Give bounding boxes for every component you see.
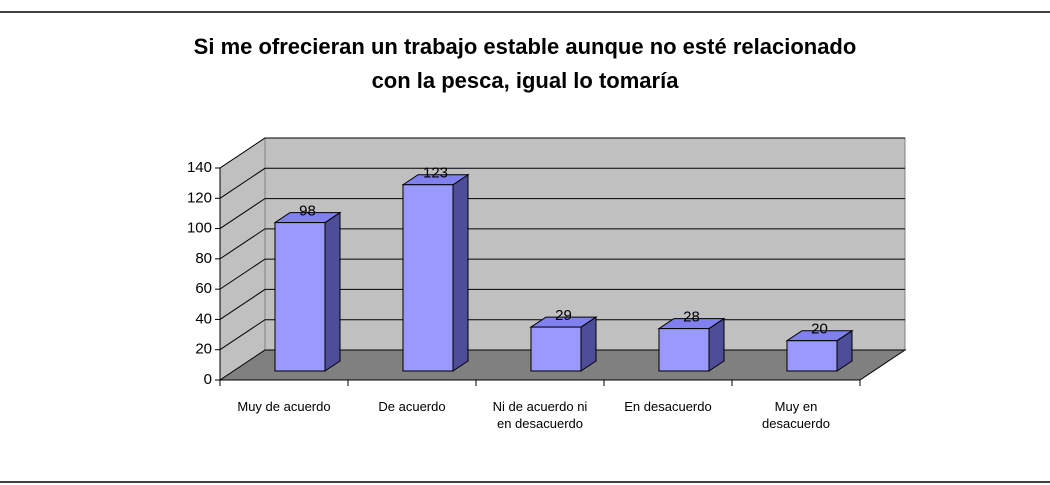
grid-line bbox=[219, 137, 905, 169]
grid-line bbox=[219, 228, 905, 260]
data-label: 123 bbox=[423, 165, 448, 182]
side-wall bbox=[219, 137, 266, 381]
data-label: 29 bbox=[555, 307, 572, 324]
bar bbox=[658, 328, 710, 372]
grid-line bbox=[219, 198, 905, 229]
y-tick-label: 60 bbox=[195, 280, 212, 297]
data-label: 28 bbox=[683, 309, 700, 326]
bar bbox=[274, 222, 326, 372]
x-tick-label: En desacuerdo bbox=[624, 399, 712, 414]
grid-line bbox=[219, 288, 905, 320]
bar-side bbox=[324, 211, 341, 372]
bar-side bbox=[452, 173, 469, 372]
data-label: 20 bbox=[811, 321, 828, 338]
x-tick-label: De acuerdo bbox=[378, 399, 446, 414]
y-tick-label: 80 bbox=[195, 250, 212, 267]
x-tick-label: Ni de acuerdo ni en desacuerdo bbox=[492, 399, 588, 431]
x-tick-label: Muy en desacuerdo bbox=[762, 399, 830, 431]
y-tick-label: 100 bbox=[187, 220, 212, 237]
x-tick-label: Muy de acuerdo bbox=[237, 399, 331, 414]
bar bbox=[530, 326, 582, 372]
data-label: 98 bbox=[299, 203, 316, 220]
y-tick-label: 140 bbox=[187, 159, 212, 176]
y-tick-label: 20 bbox=[195, 341, 212, 358]
bar bbox=[402, 184, 454, 372]
grid-line bbox=[219, 167, 905, 199]
grid-line bbox=[219, 258, 905, 290]
y-tick-label: 120 bbox=[187, 189, 212, 206]
y-tick-label: 0 bbox=[204, 371, 212, 388]
bar bbox=[786, 340, 838, 372]
y-tick-label: 40 bbox=[195, 310, 212, 327]
chart-title: Si me ofrecieran un trabajo estable aunq… bbox=[193, 34, 857, 93]
